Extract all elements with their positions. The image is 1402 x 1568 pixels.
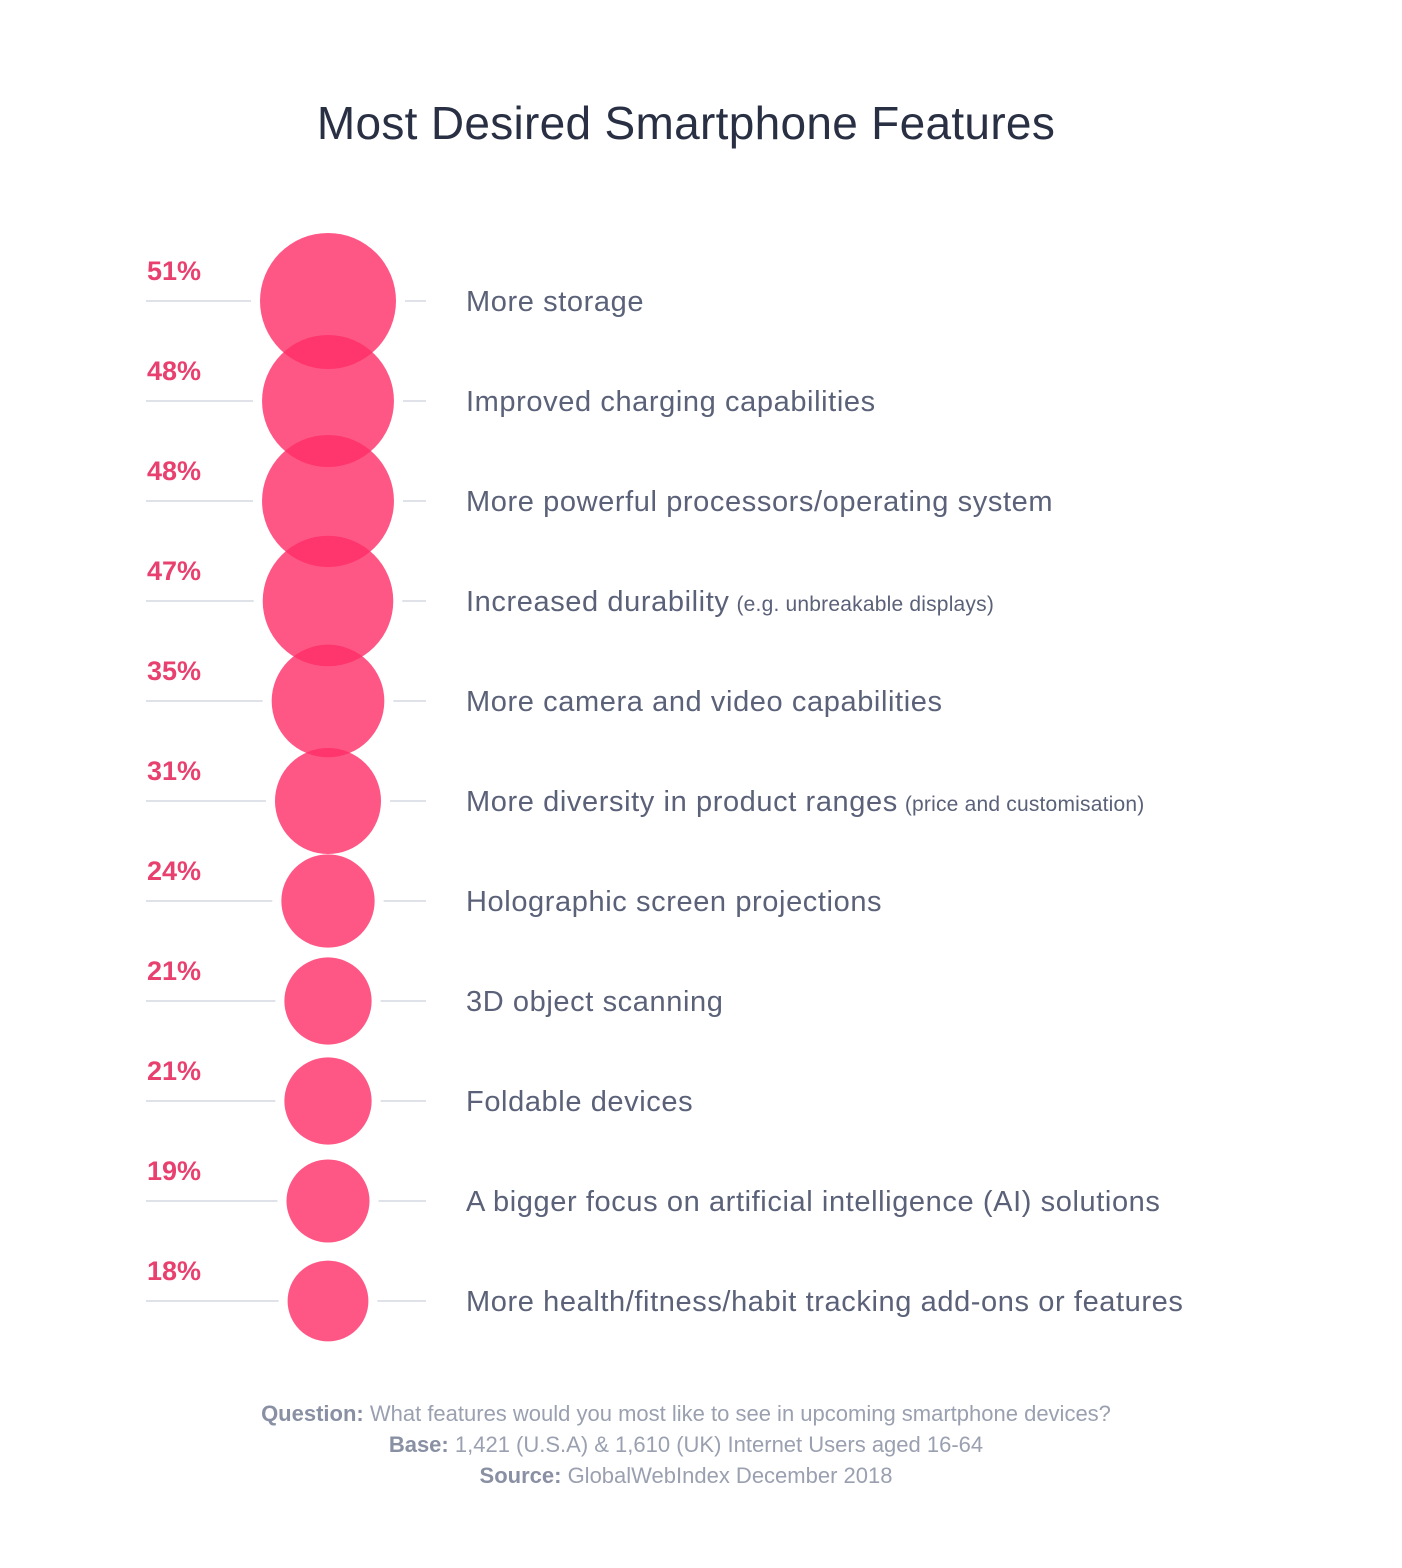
- bubble: [262, 535, 394, 667]
- value-label: 47%: [147, 556, 201, 586]
- source-label: Source:: [479, 1463, 562, 1488]
- bubble: [284, 1057, 372, 1145]
- category-name: More diversity in product ranges: [466, 786, 898, 818]
- category-labels: More storage Improved charging capabiliti…: [466, 286, 1184, 1318]
- category-name: Improved charging capabilities: [466, 386, 876, 418]
- bubble: [262, 435, 394, 567]
- category-name: Increased durability: [466, 586, 729, 618]
- bubbles: [260, 233, 396, 1342]
- value-label: 24%: [147, 856, 201, 886]
- bubble: [262, 335, 394, 467]
- footer-source: Source: GlobalWebIndex December 2018: [0, 1460, 1372, 1491]
- value-label: 21%: [147, 1056, 201, 1086]
- category-label: More health/fitness/habit tracking add-o…: [466, 1286, 1184, 1318]
- bubble: [260, 233, 396, 369]
- bubble-chart: 51% 48% 48% 47% 35% 31% 24% 21% 21% 19% 18% More s…: [146, 233, 1184, 1342]
- value-label: 35%: [147, 656, 201, 686]
- footer-base: Base: 1,421 (U.S.A) & 1,610 (UK) Interne…: [0, 1429, 1372, 1460]
- category-name: A bigger focus on artificial intelligenc…: [466, 1186, 1161, 1218]
- category-label: Increased durability (e.g. unbreakable di…: [466, 586, 994, 618]
- value-label: 21%: [147, 956, 201, 986]
- bubble: [287, 1260, 369, 1342]
- value-label: 31%: [147, 756, 201, 786]
- value-label: 48%: [147, 456, 201, 486]
- category-name: Foldable devices: [466, 1086, 693, 1118]
- guide-lines: [146, 300, 426, 1302]
- source-text: GlobalWebIndex December 2018: [567, 1463, 893, 1488]
- chart-title: Most Desired Smartphone Features: [316, 97, 1056, 149]
- category-label: More powerful processors/operating syste…: [466, 486, 1053, 518]
- category-name: More storage: [466, 286, 644, 318]
- bubble: [286, 1159, 370, 1243]
- value-labels: 51% 48% 48% 47% 35% 31% 24% 21% 21% 19% 18%: [147, 256, 201, 1286]
- value-label: 19%: [147, 1156, 201, 1186]
- chart-footer: Question: What features would you most l…: [0, 1398, 1372, 1491]
- base-label: Base:: [388, 1432, 449, 1457]
- category-name: More health/fitness/habit tracking add-o…: [466, 1286, 1184, 1318]
- category-label: More camera and video capabilities: [466, 686, 943, 718]
- category-label: Holographic screen projections: [466, 886, 882, 918]
- value-label: 51%: [147, 256, 201, 286]
- category-label: A bigger focus on artificial intelligenc…: [466, 1186, 1161, 1218]
- category-label: 3D object scanning: [466, 986, 723, 1018]
- category-name: Holographic screen projections: [466, 886, 882, 918]
- footer-question: Question: What features would you most l…: [0, 1398, 1372, 1429]
- question-label: Question:: [261, 1401, 364, 1426]
- question-text: What features would you most like to see…: [369, 1401, 1111, 1426]
- category-note: (e.g. unbreakable displays): [736, 593, 994, 616]
- category-label: More diversity in product ranges (price a…: [466, 786, 1144, 818]
- value-label: 18%: [147, 1256, 201, 1286]
- category-label: More storage: [466, 286, 644, 318]
- base-text: 1,421 (U.S.A) & 1,610 (UK) Internet User…: [454, 1432, 984, 1457]
- bubble: [271, 644, 385, 758]
- category-label: Improved charging capabilities: [466, 386, 876, 418]
- value-label: 48%: [147, 356, 201, 386]
- category-name: 3D object scanning: [466, 986, 723, 1018]
- category-label: Foldable devices: [466, 1086, 693, 1118]
- bubble: [281, 854, 375, 948]
- category-name: More camera and video capabilities: [466, 686, 943, 718]
- bubble: [284, 957, 372, 1045]
- category-note: (price and customisation): [905, 793, 1145, 816]
- category-name: More powerful processors/operating syste…: [466, 486, 1053, 518]
- bubble: [274, 747, 382, 855]
